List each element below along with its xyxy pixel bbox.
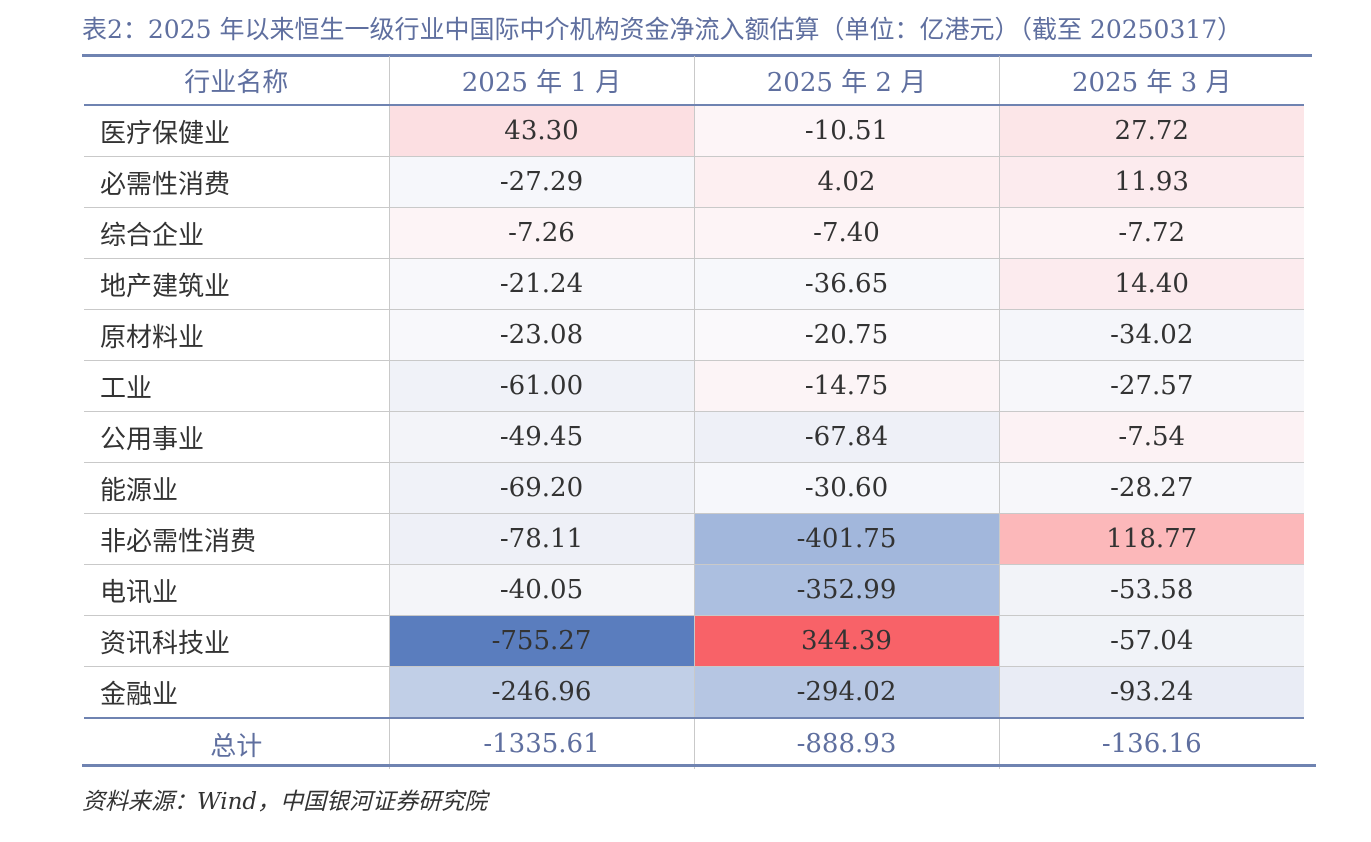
value-cell: 4.02 <box>693 156 999 208</box>
table-row: 金融业 -246.96 -294.02 -93.24 <box>84 666 1304 718</box>
value-cell: -27.57 <box>998 360 1304 412</box>
value-cell: -69.20 <box>388 462 694 514</box>
industry-name: 资讯科技业 <box>84 615 389 667</box>
value-cell: -28.27 <box>998 462 1304 514</box>
value-cell: -401.75 <box>693 513 999 565</box>
industry-name: 非必需性消费 <box>84 513 389 565</box>
value-cell: 43.30 <box>388 104 694 157</box>
value-cell: -40.05 <box>388 564 694 616</box>
inflow-table: 行业名称 2025 年 1 月 2025 年 2 月 2025 年 3 月 医疗… <box>84 56 1304 769</box>
table-row: 原材料业 -23.08 -20.75 -34.02 <box>84 309 1304 361</box>
value-cell: -7.72 <box>998 207 1304 259</box>
table-row: 地产建筑业 -21.24 -36.65 14.40 <box>84 258 1304 310</box>
value-cell: -61.00 <box>388 360 694 412</box>
value-cell: -7.54 <box>998 411 1304 463</box>
header-jan: 2025 年 1 月 <box>388 56 694 106</box>
value-cell: -49.45 <box>388 411 694 463</box>
value-cell: -93.24 <box>998 666 1304 718</box>
value-cell: -67.84 <box>693 411 999 463</box>
header-mar: 2025 年 3 月 <box>998 56 1304 106</box>
value-cell: -27.29 <box>388 156 694 208</box>
table-row: 能源业 -69.20 -30.60 -28.27 <box>84 462 1304 514</box>
table-row: 电讯业 -40.05 -352.99 -53.58 <box>84 564 1304 616</box>
industry-name: 医疗保健业 <box>84 104 389 157</box>
industry-name: 必需性消费 <box>84 156 389 208</box>
industry-name: 金融业 <box>84 666 389 718</box>
value-cell: -7.26 <box>388 207 694 259</box>
table-row: 必需性消费 -27.29 4.02 11.93 <box>84 156 1304 208</box>
table-row: 综合企业 -7.26 -7.40 -7.72 <box>84 207 1304 259</box>
value-cell: -30.60 <box>693 462 999 514</box>
value-cell: -78.11 <box>388 513 694 565</box>
industry-name: 公用事业 <box>84 411 389 463</box>
value-cell: 11.93 <box>998 156 1304 208</box>
value-cell: 344.39 <box>693 615 999 667</box>
total-label: 总计 <box>84 717 389 769</box>
value-cell: 14.40 <box>998 258 1304 310</box>
industry-name: 工业 <box>84 360 389 412</box>
table-row: 工业 -61.00 -14.75 -27.57 <box>84 360 1304 412</box>
total-row: 总计 -1335.61 -888.93 -136.16 <box>84 717 1304 769</box>
value-cell: -10.51 <box>693 104 999 157</box>
table-row: 医疗保健业 43.30 -10.51 27.72 <box>84 104 1304 157</box>
industry-name: 原材料业 <box>84 309 389 361</box>
value-cell: 118.77 <box>998 513 1304 565</box>
source-note: 资料来源：Wind，中国银河证券研究院 <box>82 789 488 815</box>
table-row: 公用事业 -49.45 -67.84 -7.54 <box>84 411 1304 463</box>
industry-name: 电讯业 <box>84 564 389 616</box>
value-cell: -20.75 <box>693 309 999 361</box>
value-cell: -53.58 <box>998 564 1304 616</box>
value-cell: -23.08 <box>388 309 694 361</box>
value-cell: -246.96 <box>388 666 694 718</box>
header-row: 行业名称 2025 年 1 月 2025 年 2 月 2025 年 3 月 <box>84 56 1304 106</box>
value-cell: -34.02 <box>998 309 1304 361</box>
value-cell: -14.75 <box>693 360 999 412</box>
table-row: 资讯科技业 -755.27 344.39 -57.04 <box>84 615 1304 667</box>
table-row: 非必需性消费 -78.11 -401.75 118.77 <box>84 513 1304 565</box>
value-cell: -36.65 <box>693 258 999 310</box>
value-cell: -57.04 <box>998 615 1304 667</box>
total-value: -1335.61 <box>388 717 694 769</box>
bottom-rule <box>82 764 1316 767</box>
industry-name: 综合企业 <box>84 207 389 259</box>
total-value: -136.16 <box>998 717 1304 769</box>
value-cell: -21.24 <box>388 258 694 310</box>
total-value: -888.93 <box>693 717 999 769</box>
industry-name: 能源业 <box>84 462 389 514</box>
value-cell: -294.02 <box>693 666 999 718</box>
table-title: 表2：2025 年以来恒生一级行业中国际中介机构资金净流入额估算（单位：亿港元）… <box>82 15 1243 44</box>
header-feb: 2025 年 2 月 <box>693 56 999 106</box>
header-industry: 行业名称 <box>84 56 389 106</box>
industry-name: 地产建筑业 <box>84 258 389 310</box>
top-rule <box>82 54 1312 57</box>
value-cell: -755.27 <box>388 615 694 667</box>
value-cell: 27.72 <box>998 104 1304 157</box>
value-cell: -352.99 <box>693 564 999 616</box>
value-cell: -7.40 <box>693 207 999 259</box>
